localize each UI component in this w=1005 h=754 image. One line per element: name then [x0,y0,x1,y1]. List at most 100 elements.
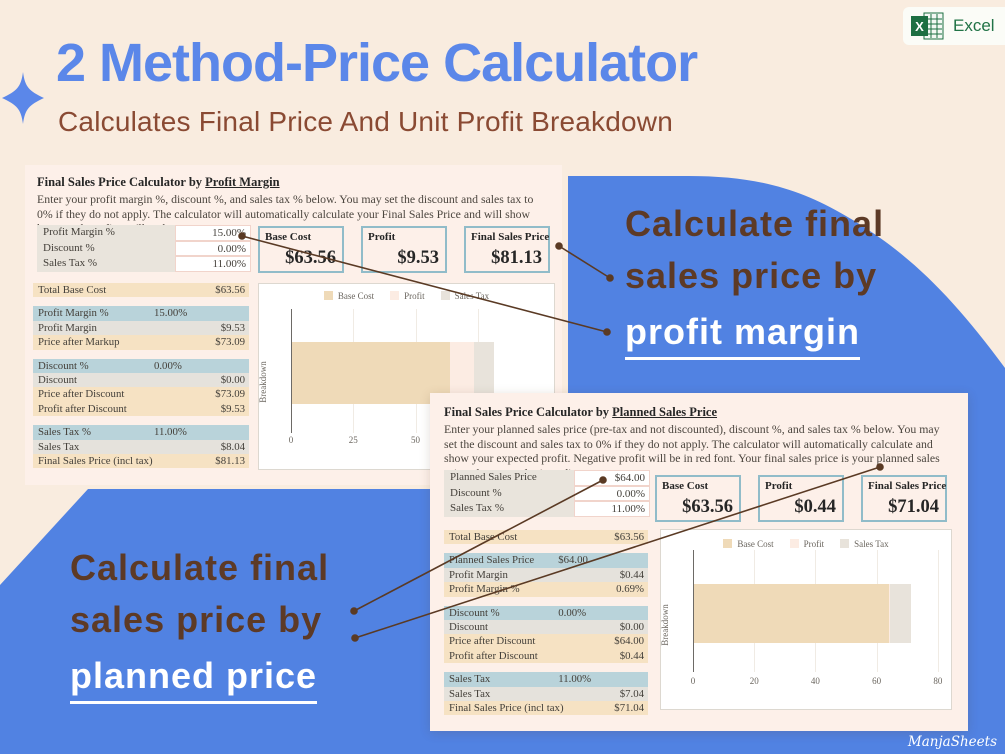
row-value: 11.00% [558,673,592,686]
summary-card: Base Cost $63.56 [655,475,741,522]
excel-icon: X [911,12,944,40]
table-row: Total Base Cost $63.56 [33,283,249,298]
row-value: $81.13 [215,454,245,467]
chart-tick-label: 0 [690,676,696,686]
legend-item: Sales Tax [440,291,489,301]
row-value: $8.04 [220,440,245,453]
row-label: Discount [38,373,77,386]
sheet-heading: Final Sales Price Calculator by Profit M… [37,175,280,190]
breakdown-chart: Base Cost Profit Sales Tax Breakdown 0 20 40 60… [660,529,952,710]
table-row: Discount % 0.00% [444,605,648,620]
row-value: 0.00% [153,359,182,372]
row-value: 0.00% [558,606,587,619]
chart-tick-label: 50 [411,435,421,445]
card-label: Base Cost [265,231,312,243]
row-label: Profit Margin % [38,307,109,320]
chart-y-axis [291,309,292,433]
table-row: Discount $0.00 [33,372,249,388]
row-value: $0.44 [619,649,644,662]
svg-text:X: X [915,19,924,34]
row-label: Discount % [38,359,89,372]
row-value: 0.69% [616,583,644,596]
sheet-heading-prefix: Final Sales Price Calculator by [37,175,206,189]
chart-tick-label: 20 [749,676,759,686]
row-value: $9.53 [220,321,245,334]
chart-ylabel: Breakdown [660,603,670,646]
chart-tick-label: 80 [933,676,943,686]
row-label: Final Sales Price (incl tax) [449,701,564,714]
annotation-planned-price: Calculate final sales price by planned p… [70,547,329,704]
annotation-line: sales price by [70,599,323,640]
excel-badge-label: Excel [953,16,995,35]
input-cell[interactable]: 11.00% [175,256,251,273]
chart-ylabel: Breakdown [258,360,268,403]
summary-card: Final Sales Price $71.04 [861,475,947,522]
calc-table: Total Base Cost $63.56 Profit Margin % 15.0… [33,283,249,469]
bar-segment-profit [888,584,890,643]
row-label: Planned Sales Price [449,554,535,567]
row-label: Total Base Cost [38,284,107,296]
summary-card: Base Cost $63.56 [258,226,344,273]
card-label: Base Cost [662,480,709,492]
row-label: Discount % [449,606,500,619]
chart-tick-label: 60 [872,676,882,686]
row-label: Price after Markup [38,336,120,349]
legend-item: Profit [789,539,824,549]
legend-swatch [840,539,850,548]
input-cell[interactable]: 0.00% [175,240,251,257]
row-label: Profit Margin [38,321,97,334]
row-value: $73.09 [215,388,245,401]
card-value: $0.44 [794,497,836,517]
poster-subtitle: Calculates Final Price And Unit Profit B… [58,106,673,137]
input-cell[interactable]: $64.00 [574,470,650,486]
input-row: Sales Tax % 11.00% [444,501,666,518]
legend-item: Base Cost [723,539,774,549]
row-label: Sales Tax % [38,426,92,439]
input-cell[interactable]: 0.00% [574,485,650,502]
table-row: Sales Tax % 11.00% [33,425,249,440]
legend-item: Base Cost [323,291,374,301]
annotation-profit-margin: Calculate final sales price by profit ma… [625,203,884,360]
bar-segment-sales-tax [889,584,912,643]
summary-card: Profit $0.44 [758,475,844,522]
card-label: Profit [765,480,793,492]
row-label: Profit Margin [449,568,508,581]
input-row: Profit Margin % 15.00% [37,225,259,241]
table-row: Discount % 0.00% [33,358,249,373]
annotation-line: Calculate final [625,203,885,244]
row-label: Discount [449,620,488,633]
row-value: $64.00 [558,554,588,567]
table-row: Profit after Discount $9.53 [33,401,249,417]
input-row: Discount % 0.00% [444,485,666,502]
table-row: Profit Margin % 15.00% [33,306,249,321]
chart-legend: Base Cost Profit Sales Tax [661,539,951,549]
row-label: Sales Tax [449,687,491,700]
input-cell[interactable]: 15.00% [175,225,251,241]
row-value: $71.04 [614,701,644,714]
sheet-heading: Final Sales Price Calculator by Planned … [444,405,717,420]
sheet-planned-price-panel: Final Sales Price Calculator by Planned … [430,393,968,731]
input-label: Discount % [37,240,175,257]
table-row: Profit Margin $0.44 [444,567,648,583]
annotation-line: Calculate final [70,547,330,588]
input-grid: Planned Sales Price $64.00 Discount % 0.00%… [444,470,666,518]
chart-legend: Base Cost Profit Sales Tax [259,291,554,301]
table-row: Sales Tax 11.00% [444,672,648,687]
summary-cards: Base Cost $63.56 Profit $0.44 Final Sales Pr… [655,475,947,522]
row-value: $0.44 [619,568,644,581]
table-row: Price after Markup $73.09 [33,335,249,350]
sheet-heading-prefix: Final Sales Price Calculator by [444,405,613,419]
chart-tick-label: 0 [288,435,294,445]
row-value: $9.53 [220,402,245,415]
bar-segment-profit [450,342,474,404]
table-row: Price after Discount $73.09 [33,387,249,402]
legend-item: Profit [390,291,425,301]
row-value: 11.00% [153,426,187,439]
chart-gridline [937,550,939,672]
row-value: $63.56 [215,284,245,296]
card-value: $63.56 [682,497,733,517]
row-label: Price after Discount [38,388,125,401]
input-cell[interactable]: 11.00% [574,501,650,518]
input-row: Discount % 0.00% [37,240,259,257]
